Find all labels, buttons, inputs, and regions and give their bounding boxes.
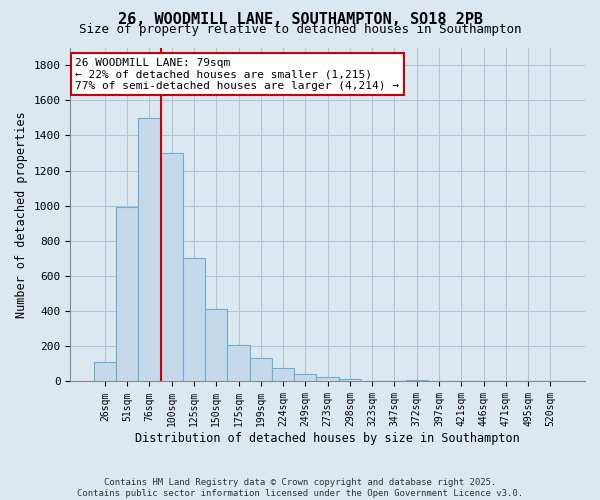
Text: 26, WOODMILL LANE, SOUTHAMPTON, SO18 2PB: 26, WOODMILL LANE, SOUTHAMPTON, SO18 2PB (118, 12, 482, 28)
Bar (227, 344, 250, 382)
Text: 26 WOODMILL LANE: 79sqm
← 22% of detached houses are smaller (1,215)
77% of semi: 26 WOODMILL LANE: 79sqm ← 22% of detache… (76, 58, 400, 90)
Y-axis label: Number of detached properties: Number of detached properties (15, 111, 28, 318)
Text: Contains HM Land Registry data © Crown copyright and database right 2025.
Contai: Contains HM Land Registry data © Crown c… (77, 478, 523, 498)
Bar (183, 258, 205, 382)
Bar (294, 374, 316, 382)
Bar (339, 379, 361, 382)
Bar (138, 118, 161, 382)
Bar (94, 362, 116, 382)
Bar (250, 358, 272, 382)
Bar (406, 380, 428, 382)
Bar (316, 377, 339, 382)
Bar (116, 208, 138, 382)
Text: Size of property relative to detached houses in Southampton: Size of property relative to detached ho… (79, 22, 521, 36)
Bar (205, 310, 227, 382)
Bar (361, 380, 383, 382)
Bar (272, 368, 294, 382)
Bar (161, 153, 183, 382)
X-axis label: Distribution of detached houses by size in Southampton: Distribution of detached houses by size … (135, 432, 520, 445)
